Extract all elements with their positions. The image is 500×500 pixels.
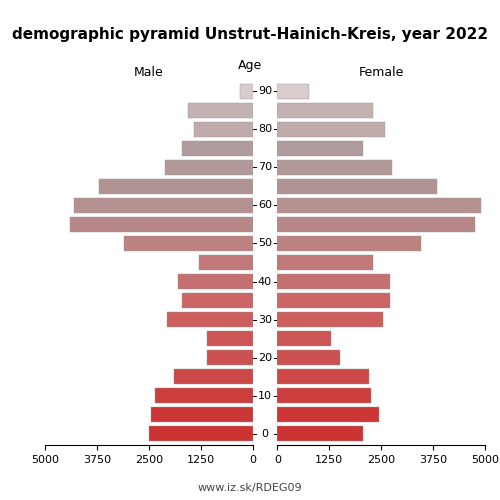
Bar <box>278 350 340 365</box>
Bar <box>278 388 371 403</box>
Bar <box>278 198 481 213</box>
Text: 10: 10 <box>258 390 272 400</box>
Bar <box>124 236 252 251</box>
Bar <box>278 236 420 251</box>
Bar <box>278 369 369 384</box>
Bar <box>278 293 390 308</box>
Bar <box>70 217 252 232</box>
Bar <box>182 293 252 308</box>
Text: 50: 50 <box>258 238 272 248</box>
Bar <box>278 217 474 232</box>
Bar <box>166 160 252 175</box>
Bar <box>278 255 373 270</box>
Bar <box>278 103 373 118</box>
Bar <box>207 350 252 365</box>
Bar <box>149 426 252 441</box>
Text: 80: 80 <box>258 124 272 134</box>
Bar <box>207 331 252 346</box>
Text: 40: 40 <box>258 276 272 286</box>
Bar <box>188 103 252 118</box>
Bar <box>240 84 252 99</box>
Bar <box>278 179 438 194</box>
Bar <box>278 312 384 327</box>
Title: Male: Male <box>134 66 164 79</box>
Text: 30: 30 <box>258 314 272 324</box>
Text: demographic pyramid Unstrut-Hainich-Kreis, year 2022: demographic pyramid Unstrut-Hainich-Krei… <box>12 28 488 42</box>
Text: 70: 70 <box>258 162 272 172</box>
Text: 20: 20 <box>258 352 272 362</box>
Title: Female: Female <box>358 66 404 79</box>
Bar <box>278 84 308 99</box>
Text: 90: 90 <box>258 86 272 97</box>
Bar <box>278 407 379 422</box>
Bar <box>74 198 252 213</box>
Text: 0: 0 <box>262 428 268 438</box>
Bar <box>198 255 252 270</box>
Bar <box>278 160 392 175</box>
Bar <box>151 407 252 422</box>
Text: 60: 60 <box>258 200 272 210</box>
Bar <box>168 312 252 327</box>
Bar <box>278 274 390 289</box>
Bar <box>99 179 252 194</box>
Bar <box>278 141 362 156</box>
Text: www.iz.sk/RDEG09: www.iz.sk/RDEG09 <box>198 482 302 492</box>
Bar <box>174 369 252 384</box>
Text: Age: Age <box>238 58 262 71</box>
Bar <box>278 331 332 346</box>
Bar <box>182 141 252 156</box>
Bar <box>178 274 252 289</box>
Bar <box>194 122 252 137</box>
Bar <box>278 122 386 137</box>
Bar <box>278 426 362 441</box>
Bar <box>155 388 252 403</box>
